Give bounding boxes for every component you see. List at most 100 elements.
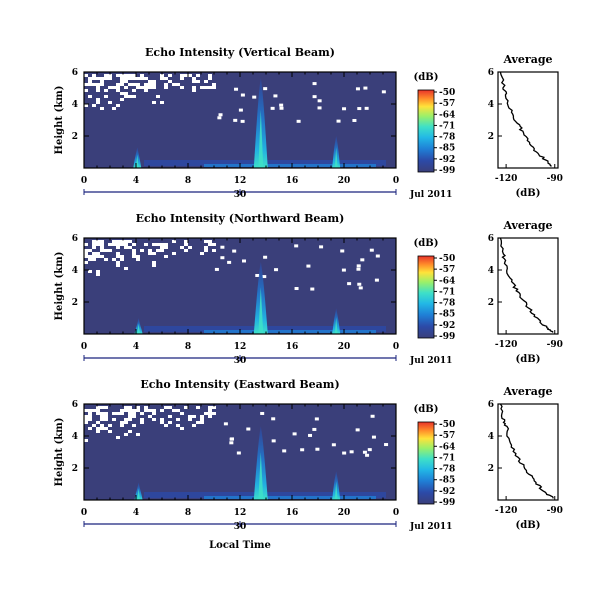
clear-pixel	[96, 83, 100, 86]
echo-plume-core	[135, 154, 139, 168]
clear-pixel	[200, 252, 204, 255]
clear-pixel	[132, 412, 136, 415]
x-tick-label: 20	[338, 508, 351, 518]
clear-pixel	[84, 439, 88, 442]
colorbar-tick-label: -85	[439, 476, 455, 486]
clear-pixel	[176, 418, 180, 421]
clear-pixel	[128, 415, 132, 418]
clear-pixel	[168, 415, 172, 418]
clear-pixel	[120, 255, 124, 258]
clear-pixel	[116, 264, 120, 267]
clear-pixel	[374, 278, 379, 282]
colorbar-tick-label: -78	[439, 299, 455, 309]
clear-pixel	[136, 255, 140, 258]
clear-pixel	[120, 412, 124, 415]
clear-pixel	[116, 412, 120, 415]
colorbar-tick-label: -99	[439, 498, 455, 508]
clear-pixel	[160, 249, 164, 252]
clear-pixel	[100, 77, 104, 80]
clear-pixel	[136, 433, 140, 436]
clear-pixel	[208, 412, 212, 415]
clear-pixel	[128, 409, 132, 412]
avg-y-tick-label: 4	[488, 266, 494, 276]
clear-pixel	[136, 409, 140, 412]
clear-pixel	[88, 415, 92, 418]
clear-pixel	[306, 264, 311, 268]
clear-pixel	[160, 409, 164, 412]
x-tick-label: 4	[133, 176, 139, 186]
clear-pixel	[172, 240, 176, 243]
x-tick-label: 0	[81, 342, 87, 352]
clear-pixel	[176, 83, 180, 86]
clear-pixel	[196, 421, 200, 424]
avg-y-tick-label: 2	[488, 464, 494, 474]
clear-pixel	[229, 441, 234, 445]
clear-pixel	[116, 83, 120, 86]
clear-pixel	[255, 273, 260, 277]
clear-pixel	[212, 412, 216, 415]
clear-pixel	[319, 245, 324, 249]
clear-pixel	[363, 86, 368, 90]
clear-pixel	[100, 249, 104, 252]
clear-pixel	[140, 412, 144, 415]
clear-pixel	[128, 412, 132, 415]
clear-pixel	[132, 77, 136, 80]
colorbar-unit: (dB)	[414, 404, 439, 415]
clear-pixel	[156, 95, 160, 98]
clear-pixel	[92, 104, 96, 107]
colorbar-tick-label: -50	[439, 420, 455, 430]
avg-x-tick-label: -90	[547, 340, 563, 350]
clear-pixel	[128, 77, 132, 80]
avg-y-tick-label: 6	[488, 400, 494, 410]
average-profile-line	[499, 237, 554, 333]
clear-pixel	[140, 86, 144, 89]
clear-pixel	[200, 415, 204, 418]
clear-pixel	[92, 240, 96, 243]
clear-pixel	[172, 409, 176, 412]
clear-pixel	[152, 412, 156, 415]
clear-pixel	[92, 424, 96, 427]
clear-pixel	[96, 421, 100, 424]
clear-pixel	[96, 240, 100, 243]
clear-pixel	[112, 412, 116, 415]
clear-pixel	[273, 94, 278, 98]
colorbar-tick-label: -85	[439, 310, 455, 320]
clear-pixel	[192, 80, 196, 83]
clear-pixel	[128, 430, 132, 433]
clear-pixel	[270, 106, 275, 110]
x-tick-label: 0	[81, 508, 87, 518]
clear-pixel	[279, 106, 284, 110]
clear-pixel	[100, 107, 104, 110]
clear-pixel	[108, 243, 112, 246]
clear-pixel	[104, 427, 108, 430]
clear-pixel	[152, 80, 156, 83]
colorbar-tick-label: -71	[439, 121, 455, 131]
clear-pixels	[84, 74, 386, 123]
clear-pixel	[104, 258, 108, 261]
clear-pixel	[88, 418, 92, 421]
clear-pixel	[212, 86, 216, 89]
echo-plume-core	[334, 481, 338, 500]
x-tick-label: 8	[185, 508, 191, 518]
clear-pixel	[104, 89, 108, 92]
colorbar-tick-label: -57	[439, 99, 455, 109]
average-frame	[497, 71, 559, 169]
clear-pixel	[369, 248, 374, 252]
clear-pixel	[188, 246, 192, 249]
clear-pixel	[148, 252, 152, 255]
avg-y-tick-label: 4	[488, 100, 494, 110]
clear-pixel	[120, 77, 124, 80]
clear-pixel	[168, 406, 172, 409]
echo-plume-core	[137, 488, 140, 500]
clear-pixel	[104, 249, 108, 252]
clear-pixel	[116, 252, 120, 255]
echo-panel: Echo Intensity (Northward Beam) Height (k…	[54, 212, 563, 366]
clear-pixel	[148, 80, 152, 83]
clear-pixel	[152, 261, 156, 264]
clear-pixel	[112, 243, 116, 246]
clear-pixel	[84, 415, 88, 418]
clear-pixel	[132, 255, 136, 258]
clear-pixel	[340, 249, 345, 253]
x-tick-label: 0	[393, 176, 399, 186]
clear-pixel	[120, 421, 124, 424]
